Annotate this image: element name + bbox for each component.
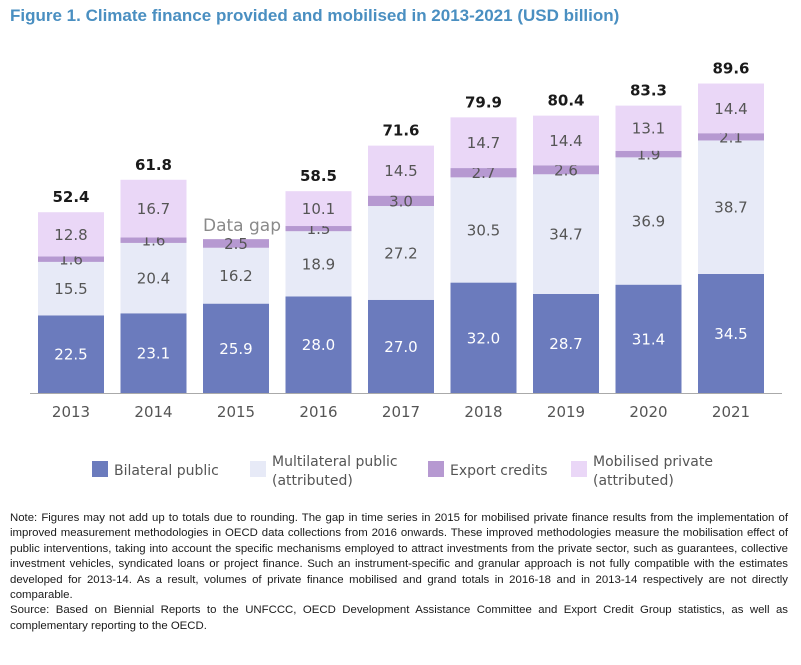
bar-bilateral-public-2015: [203, 303, 269, 393]
data-label-mobilised-private-attributed-2021: 14.4: [714, 100, 747, 118]
total-label-2016: 58.5: [300, 167, 337, 185]
data-label-multilateral-public-attributed-2017: 27.2: [384, 244, 417, 262]
bar-mobilised-private-attributed-2016: [285, 191, 352, 227]
data-label-export-credits-2015: 2.5: [224, 235, 248, 253]
bar-mobilised-private-attributed-2018: [450, 117, 517, 169]
data-label-bilateral-public-2014: 23.1: [137, 345, 170, 363]
legend-label-bilateral-public: Bilateral public: [114, 463, 219, 479]
bar-mobilised-private-attributed-2013: [38, 212, 104, 257]
x-tick-label-2016: 2016: [299, 403, 337, 421]
bar-export-credits-2014: [120, 237, 187, 243]
legend-swatch-bilateral-public: [92, 461, 108, 477]
total-label-2013: 52.4: [52, 188, 89, 206]
stacked-bar-chart: 22.515.51.612.852.4201323.120.41.616.761…: [30, 60, 782, 489]
bar-export-credits-2013: [38, 256, 104, 262]
x-tick-label-2017: 2017: [382, 403, 420, 421]
x-tick-label-2014: 2014: [134, 403, 172, 421]
data-label-mobilised-private-attributed-2020: 13.1: [632, 120, 665, 138]
bar-bilateral-public-2017: [368, 299, 434, 393]
bar-multilateral-public-attributed-2014: [120, 242, 187, 314]
data-label-multilateral-public-attributed-2019: 34.7: [549, 226, 582, 244]
legend-swatch-export-credits: [428, 461, 444, 477]
bar-multilateral-public-attributed-2016: [285, 231, 352, 297]
data-label-bilateral-public-2017: 27.0: [384, 338, 417, 356]
data-label-bilateral-public-2019: 28.7: [549, 335, 582, 353]
bar-multilateral-public-attributed-2019: [533, 174, 599, 294]
x-tick-label-2020: 2020: [629, 403, 667, 421]
data-label-multilateral-public-attributed-2018: 30.5: [467, 221, 500, 239]
bar-bilateral-public-2020: [615, 284, 682, 393]
data-label-bilateral-public-2013: 22.5: [54, 346, 87, 364]
x-tick-label-2015: 2015: [217, 403, 255, 421]
x-tick-label-2018: 2018: [464, 403, 502, 421]
total-label-2020: 83.3: [630, 82, 667, 100]
bar-export-credits-2020: [615, 150, 682, 158]
data-label-bilateral-public-2015: 25.9: [219, 340, 252, 358]
bar-bilateral-public-2021: [698, 273, 764, 393]
data-label-export-credits-2018: 2.7: [472, 164, 496, 182]
x-tick-label-2021: 2021: [712, 403, 750, 421]
bar-bilateral-public-2018: [450, 282, 517, 393]
legend-label-multilateral-public-attributed-line-2: (attributed): [272, 473, 353, 489]
bar-mobilised-private-attributed-2017: [368, 145, 434, 196]
data-label-mobilised-private-attributed-2013: 12.8: [54, 226, 87, 244]
data-label-multilateral-public-attributed-2014: 20.4: [137, 270, 170, 288]
data-label-export-credits-2017: 3.0: [389, 192, 413, 210]
bar-multilateral-public-attributed-2018: [450, 177, 517, 283]
legend-swatch-mobilised-private-attributed: [571, 461, 587, 477]
bar-export-credits-2021: [698, 133, 764, 141]
legend-label-mobilised-private-attributed-line-2: (attributed): [593, 473, 674, 489]
data-label-multilateral-public-attributed-2020: 36.9: [632, 213, 665, 231]
bar-mobilised-private-attributed-2021: [698, 83, 764, 134]
bar-mobilised-private-attributed-2014: [120, 179, 187, 238]
x-tick-label-2013: 2013: [52, 403, 90, 421]
data-label-mobilised-private-attributed-2017: 14.5: [384, 162, 417, 180]
data-label-multilateral-public-attributed-2016: 18.9: [302, 255, 335, 273]
legend-label-multilateral-public-attributed-line-1: Multilateral public: [272, 454, 398, 470]
total-label-2021: 89.6: [712, 60, 749, 78]
x-tick-label-2019: 2019: [547, 403, 585, 421]
bar-multilateral-public-attributed-2021: [698, 140, 764, 274]
bar-bilateral-public-2019: [533, 293, 599, 393]
total-label-2019: 80.4: [547, 92, 584, 110]
legend-label-mobilised-private-attributed-line-1: Mobilised private: [593, 454, 713, 470]
bar-multilateral-public-attributed-2015: [203, 247, 269, 304]
data-label-export-credits-2019: 2.6: [554, 161, 578, 179]
bar-mobilised-private-attributed-2020: [615, 105, 682, 151]
bar-export-credits-2016: [285, 226, 352, 232]
data-label-multilateral-public-attributed-2015: 16.2: [219, 267, 252, 285]
bar-export-credits-2019: [533, 165, 599, 175]
figure-note: Note: Figures may not add up to totals d…: [10, 511, 788, 634]
total-label-2014: 61.8: [135, 156, 172, 174]
bar-multilateral-public-attributed-2020: [615, 157, 682, 285]
bar-multilateral-public-attributed-2013: [38, 261, 104, 316]
note-text: Note: Figures may not add up to totals d…: [10, 512, 788, 602]
total-label-2018: 79.9: [465, 93, 502, 111]
bar-bilateral-public-2016: [285, 296, 352, 393]
bar-bilateral-public-2014: [120, 313, 187, 393]
data-label-mobilised-private-attributed-2016: 10.1: [302, 200, 335, 218]
legend-label-export-credits: Export credits: [450, 463, 548, 479]
chart-title: Figure 1. Climate finance provided and m…: [10, 6, 620, 25]
data-label-mobilised-private-attributed-2018: 14.7: [467, 134, 500, 152]
data-label-bilateral-public-2020: 31.4: [632, 330, 665, 348]
bar-export-credits-2018: [450, 168, 517, 178]
data-gap-annotation: Data gap: [203, 216, 281, 236]
legend-swatch-multilateral-public-attributed: [250, 461, 266, 477]
data-label-bilateral-public-2018: 32.0: [467, 329, 500, 347]
total-label-2017: 71.6: [382, 122, 419, 140]
bar-export-credits-2015: [203, 239, 269, 248]
bar-mobilised-private-attributed-2019: [533, 115, 599, 166]
bar-multilateral-public-attributed-2017: [368, 206, 434, 300]
bar-export-credits-2017: [368, 195, 434, 207]
data-label-multilateral-public-attributed-2013: 15.5: [54, 280, 87, 298]
data-label-mobilised-private-attributed-2014: 16.7: [137, 200, 170, 218]
data-label-bilateral-public-2016: 28.0: [302, 336, 335, 354]
data-label-mobilised-private-attributed-2019: 14.4: [549, 132, 582, 150]
bar-bilateral-public-2013: [38, 315, 104, 393]
data-label-bilateral-public-2021: 34.5: [714, 325, 747, 343]
data-label-multilateral-public-attributed-2021: 38.7: [714, 199, 747, 217]
source-text: Source: Based on Biennial Reports to the…: [10, 604, 788, 632]
